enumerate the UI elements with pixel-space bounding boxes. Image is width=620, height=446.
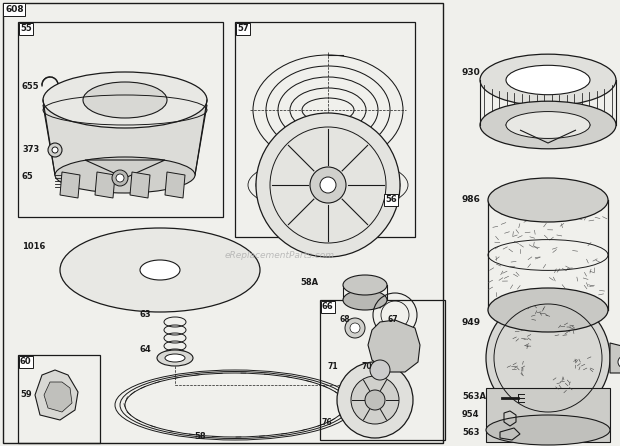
Text: 563A: 563A <box>462 392 486 401</box>
Bar <box>3 3 443 443</box>
Text: 930: 930 <box>462 68 480 77</box>
Ellipse shape <box>506 65 590 95</box>
Ellipse shape <box>488 178 608 222</box>
Text: 66: 66 <box>322 302 334 311</box>
Circle shape <box>350 323 360 333</box>
Text: 58: 58 <box>194 432 206 441</box>
Ellipse shape <box>506 112 590 138</box>
Ellipse shape <box>480 101 616 149</box>
Text: 68: 68 <box>340 315 351 324</box>
Circle shape <box>112 170 128 186</box>
Text: 70: 70 <box>362 362 373 371</box>
Polygon shape <box>500 428 520 440</box>
Text: 655: 655 <box>22 82 40 91</box>
Bar <box>18 355 100 443</box>
Polygon shape <box>44 382 72 412</box>
Ellipse shape <box>343 290 387 310</box>
Circle shape <box>345 318 365 338</box>
Circle shape <box>486 296 610 420</box>
Text: 64: 64 <box>140 345 152 354</box>
Polygon shape <box>95 172 115 198</box>
Circle shape <box>310 167 346 203</box>
Text: 954: 954 <box>462 410 479 419</box>
Circle shape <box>337 362 413 438</box>
Text: 65: 65 <box>22 172 33 181</box>
Circle shape <box>320 177 336 193</box>
Circle shape <box>370 360 390 380</box>
Polygon shape <box>60 172 80 198</box>
Ellipse shape <box>55 157 195 193</box>
Text: eReplacementParts.com: eReplacementParts.com <box>225 251 335 260</box>
Ellipse shape <box>486 415 610 445</box>
Text: 58A: 58A <box>300 278 318 287</box>
Polygon shape <box>35 370 78 420</box>
Text: 1016: 1016 <box>22 242 45 251</box>
Text: 563: 563 <box>462 428 479 437</box>
Text: 56: 56 <box>385 195 397 204</box>
Circle shape <box>351 376 399 424</box>
Text: 59: 59 <box>20 390 32 399</box>
Text: 63: 63 <box>140 310 152 319</box>
Text: 373: 373 <box>22 145 39 154</box>
Text: 60: 60 <box>20 357 32 366</box>
Circle shape <box>48 143 62 157</box>
Text: 949: 949 <box>462 318 481 327</box>
Polygon shape <box>43 105 207 175</box>
Polygon shape <box>165 172 185 198</box>
Text: 76: 76 <box>322 418 332 427</box>
Ellipse shape <box>480 54 616 106</box>
Text: 67: 67 <box>388 315 399 324</box>
Ellipse shape <box>140 260 180 280</box>
Ellipse shape <box>343 275 387 295</box>
Polygon shape <box>610 343 620 373</box>
Text: 55: 55 <box>20 24 32 33</box>
Polygon shape <box>130 172 150 198</box>
Ellipse shape <box>157 350 193 366</box>
Ellipse shape <box>488 288 608 332</box>
Circle shape <box>365 390 385 410</box>
Ellipse shape <box>60 228 260 312</box>
Circle shape <box>618 356 620 368</box>
Bar <box>235 22 415 237</box>
Text: 608: 608 <box>5 5 24 14</box>
Text: 71: 71 <box>328 362 339 371</box>
Text: 57: 57 <box>237 24 249 33</box>
Bar <box>18 22 223 217</box>
Ellipse shape <box>165 354 185 362</box>
Text: 986: 986 <box>462 195 481 204</box>
Ellipse shape <box>83 82 167 118</box>
Circle shape <box>256 113 400 257</box>
Circle shape <box>52 147 58 153</box>
Polygon shape <box>368 320 420 372</box>
Bar <box>320 300 445 440</box>
Polygon shape <box>486 388 610 442</box>
Circle shape <box>116 174 124 182</box>
Ellipse shape <box>43 72 207 128</box>
